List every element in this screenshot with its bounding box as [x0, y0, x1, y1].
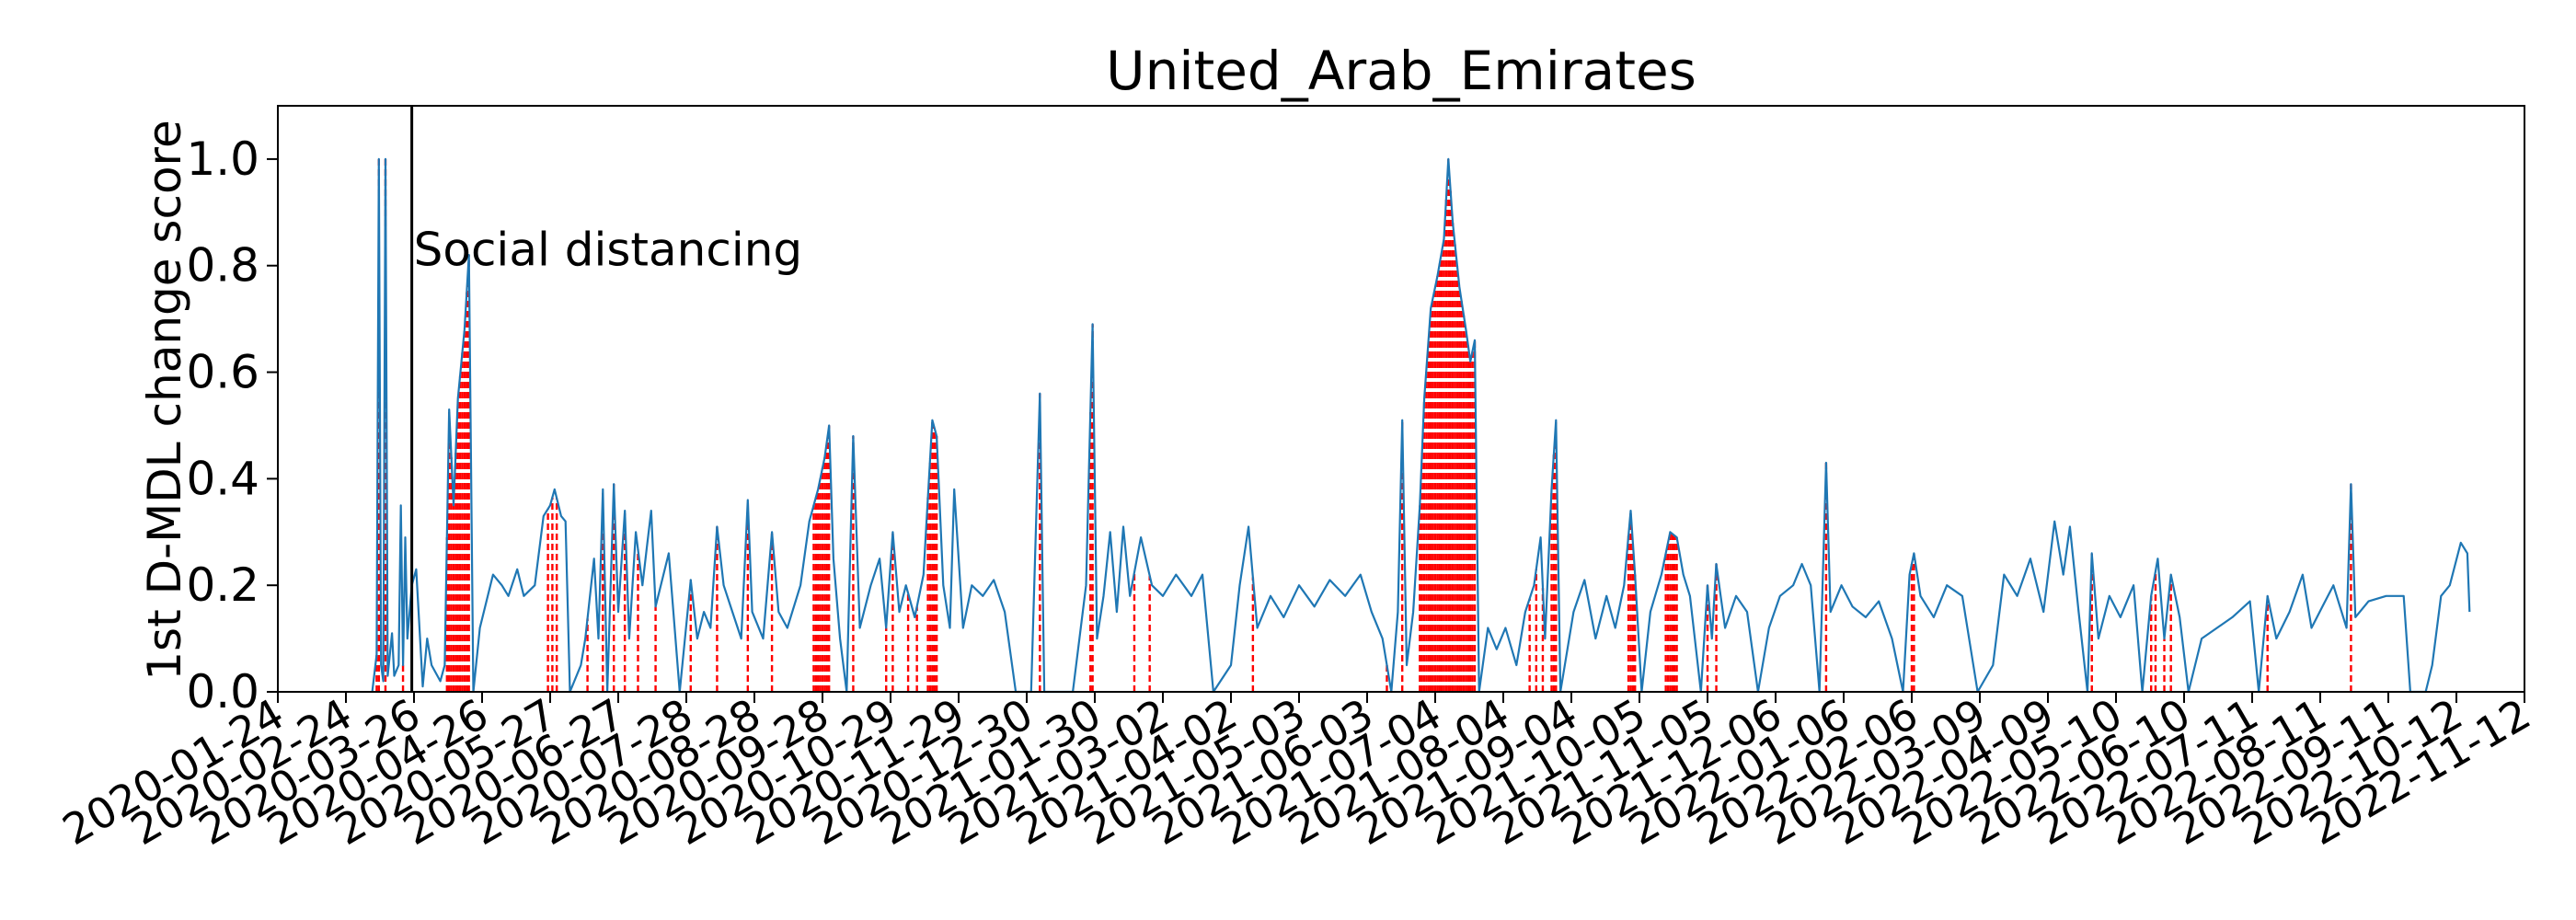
y-tick-label: 0.0 — [186, 665, 259, 719]
chart-title: United_Arab_Emirates — [1106, 40, 1696, 102]
plot-frame — [277, 105, 2525, 693]
y-tick-label: 0.6 — [186, 346, 259, 399]
series-line — [371, 157, 2471, 694]
y-tick-label: 0.8 — [186, 239, 259, 293]
y-tick-label: 1.0 — [186, 132, 259, 186]
x-axis: 2020-01-242020-02-242020-03-262020-04-26… — [54, 689, 2539, 855]
y-axis-label: 1st D-MDL change score — [138, 120, 191, 681]
y-axis: 0.0 0.2 0.4 0.6 0.8 1.0 — [186, 132, 278, 719]
y-tick-label: 0.4 — [186, 452, 259, 505]
y-tick-label: 0.2 — [186, 558, 259, 612]
event-label: Social distancing — [414, 224, 803, 277]
